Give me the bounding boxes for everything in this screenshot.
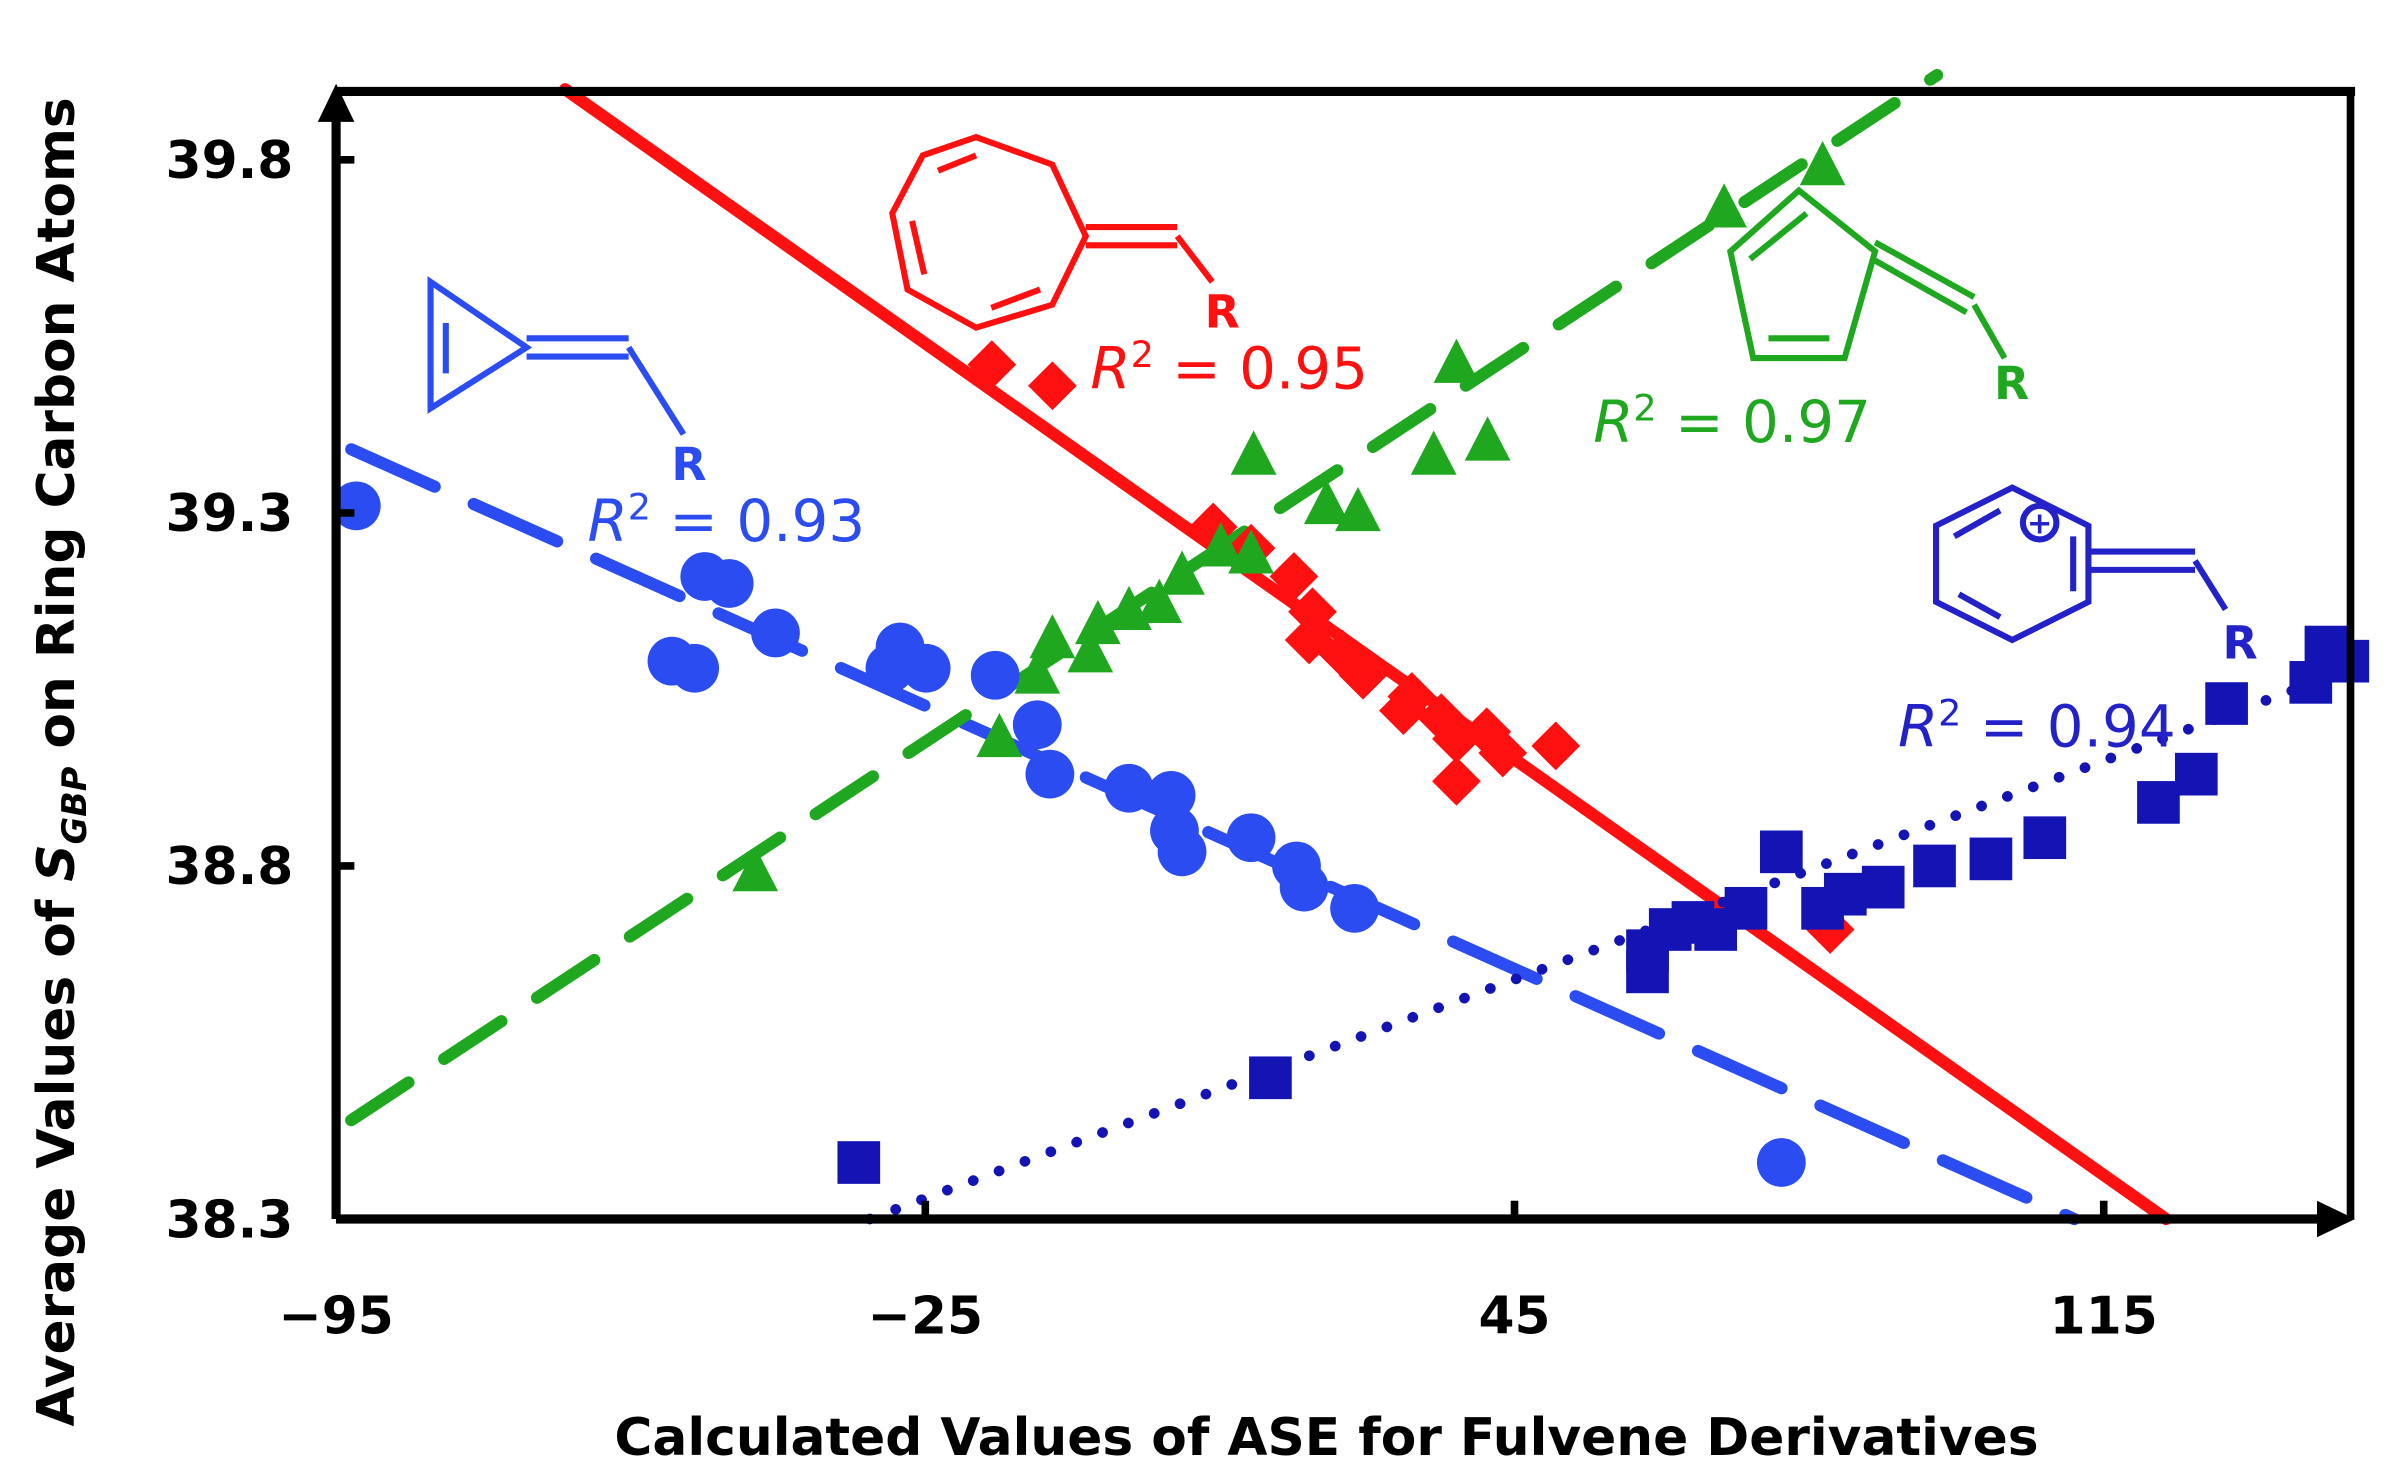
y-axis-label: Average Values of SGBP on Ring Carbon At… bbox=[27, 97, 94, 1426]
data-point-square bbox=[2137, 781, 2180, 824]
data-point-triangle bbox=[1067, 628, 1114, 673]
axes bbox=[317, 83, 2356, 1238]
cyclopentadiene-structure bbox=[1726, 186, 2008, 362]
data-point-square bbox=[1724, 886, 1768, 930]
y-tick-label: 38.3 bbox=[166, 1190, 294, 1250]
r2-label-navy: R2 = 0.94 bbox=[1898, 691, 2176, 760]
data-point-triangle bbox=[1136, 578, 1183, 623]
fit-line-triangle bbox=[345, 69, 1944, 1127]
data-point-triangle bbox=[1197, 522, 1244, 567]
data-point-triangle bbox=[1029, 614, 1076, 659]
data-point-circle bbox=[901, 643, 951, 693]
data-point-circle bbox=[1025, 749, 1075, 799]
y-tick-label: 38.8 bbox=[166, 837, 294, 897]
data-point-triangle bbox=[976, 712, 1023, 758]
data-point-circle bbox=[1756, 1138, 1806, 1187]
data-point-circle bbox=[670, 643, 720, 693]
data-point-circle bbox=[865, 643, 915, 693]
data-point-square bbox=[2174, 752, 2218, 796]
y-axis-arrow bbox=[317, 83, 355, 122]
x-tick-label: 115 bbox=[2050, 1286, 2158, 1346]
data-point-circle bbox=[1226, 813, 1276, 863]
data-point-triangle bbox=[732, 847, 779, 892]
x-tick-label: −95 bbox=[278, 1286, 393, 1346]
tick-labels: −95 −25 45 115 38.3 38.8 39.3 39.8 bbox=[166, 131, 2158, 1346]
r-group-blue: R bbox=[671, 438, 706, 491]
data-point-square bbox=[1823, 872, 1867, 916]
y-tick-label: 39.8 bbox=[166, 131, 294, 191]
x-axis-label: Calculated Values of ASE for Fulvene Der… bbox=[614, 1408, 2038, 1468]
data-point-triangle bbox=[1799, 140, 1846, 186]
data-point-triangle bbox=[1410, 430, 1457, 475]
data-point-triangle bbox=[1464, 416, 1511, 461]
x-tick-label: −25 bbox=[868, 1286, 983, 1346]
data-point-circle bbox=[1279, 862, 1329, 912]
data-point-circle bbox=[1012, 700, 1062, 750]
data-point-triangle bbox=[1335, 486, 1381, 532]
data-point-triangle bbox=[1701, 183, 1747, 228]
r-group-green: R bbox=[1994, 357, 2029, 410]
fit-line-circle bbox=[345, 443, 2081, 1226]
data-point-circle bbox=[1330, 883, 1379, 933]
data-point-square bbox=[837, 1141, 881, 1184]
r-group-navy: R bbox=[2223, 616, 2258, 669]
data-point-square bbox=[1760, 830, 1803, 874]
data-point-circle bbox=[1157, 827, 1207, 877]
data-point-circle bbox=[331, 481, 381, 531]
data-point-square bbox=[1913, 844, 1956, 888]
charge-symbol: + bbox=[2027, 506, 2053, 541]
data-point-triangle bbox=[1075, 599, 1121, 645]
data-point-square bbox=[2023, 816, 2067, 860]
fit-line-square bbox=[864, 669, 2339, 1225]
y-tick-label: 39.3 bbox=[166, 484, 294, 544]
data-point-circle bbox=[1146, 770, 1196, 820]
data-point-triangle bbox=[1303, 479, 1350, 525]
data-point-triangle bbox=[1230, 430, 1277, 475]
data-point-triangle bbox=[1159, 550, 1205, 595]
data-point-circle bbox=[751, 608, 800, 658]
data-point-square bbox=[2205, 682, 2248, 725]
benzenium-structure bbox=[1933, 484, 2229, 644]
data-point-circle bbox=[704, 559, 754, 608]
data-point-diamond bbox=[1531, 721, 1581, 771]
data-point-square bbox=[1861, 865, 1905, 909]
data-point-square bbox=[1249, 1056, 1292, 1100]
cycloheptatriene-structure bbox=[889, 133, 1215, 331]
x-axis-arrow bbox=[2316, 1200, 2356, 1238]
data-point-diamond bbox=[1028, 361, 1077, 411]
data-point-diamond bbox=[1432, 756, 1481, 806]
r2-label-blue: R2 = 0.93 bbox=[588, 486, 866, 555]
data-point-triangle bbox=[1014, 649, 1061, 694]
cyclopropene-structure bbox=[427, 276, 687, 436]
data-point-square bbox=[1969, 837, 2013, 881]
r2-label-green: R2 = 0.97 bbox=[1593, 387, 1871, 456]
data-point-triangle bbox=[1228, 529, 1274, 574]
data-point-circle bbox=[970, 650, 1020, 700]
data-point-diamond bbox=[967, 340, 1017, 389]
data-points bbox=[331, 140, 2370, 1187]
r2-label-red: R2 = 0.95 bbox=[1090, 333, 1368, 402]
r-group-red: R bbox=[1205, 286, 1240, 339]
data-point-circle bbox=[1104, 763, 1154, 813]
x-tick-label: 45 bbox=[1478, 1286, 1550, 1346]
data-point-triangle bbox=[1433, 338, 1480, 383]
